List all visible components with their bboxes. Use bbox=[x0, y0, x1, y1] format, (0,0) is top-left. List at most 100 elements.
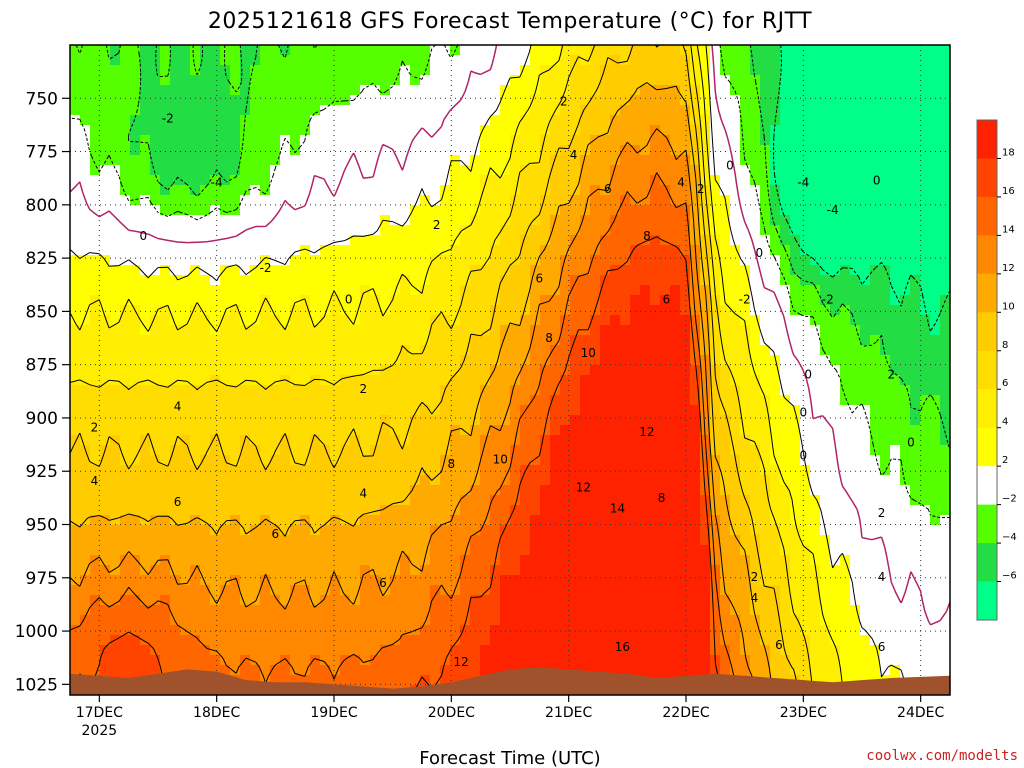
field-cell bbox=[370, 155, 381, 166]
field-cell bbox=[790, 505, 801, 516]
field-cell bbox=[510, 315, 521, 326]
field-cell bbox=[420, 465, 431, 476]
field-cell bbox=[510, 105, 521, 116]
field-cell bbox=[730, 585, 741, 596]
field-cell bbox=[390, 395, 401, 406]
field-cell bbox=[250, 455, 261, 466]
field-cell bbox=[780, 75, 791, 86]
field-cell bbox=[370, 615, 381, 626]
field-cell bbox=[430, 175, 441, 186]
field-cell bbox=[640, 545, 651, 556]
field-cell bbox=[270, 105, 281, 116]
field-cell bbox=[320, 615, 331, 626]
field-cell bbox=[340, 355, 351, 366]
field-cell bbox=[740, 555, 751, 566]
field-cell bbox=[110, 625, 121, 636]
field-cell bbox=[780, 115, 791, 126]
field-cell bbox=[810, 625, 821, 636]
field-cell bbox=[600, 85, 611, 96]
field-cell bbox=[70, 465, 81, 476]
field-cell bbox=[120, 45, 131, 56]
field-cell bbox=[280, 345, 291, 356]
field-cell bbox=[440, 155, 451, 166]
field-cell bbox=[530, 315, 541, 326]
field-cell bbox=[470, 665, 481, 676]
field-cell bbox=[790, 275, 801, 286]
field-cell bbox=[410, 435, 421, 446]
field-cell bbox=[210, 85, 221, 96]
field-cell bbox=[440, 55, 451, 66]
field-cell bbox=[520, 325, 531, 336]
field-cell bbox=[130, 55, 141, 66]
field-cell bbox=[370, 455, 381, 466]
field-cell bbox=[620, 465, 631, 476]
field-cell bbox=[730, 155, 741, 166]
field-cell bbox=[490, 395, 501, 406]
field-cell bbox=[750, 125, 761, 136]
field-cell bbox=[590, 375, 601, 386]
field-cell bbox=[510, 85, 521, 96]
field-cell bbox=[620, 485, 631, 496]
field-cell bbox=[120, 485, 131, 496]
field-cell bbox=[210, 635, 221, 646]
field-cell bbox=[70, 285, 81, 296]
field-cell bbox=[790, 155, 801, 166]
field-cell bbox=[680, 405, 691, 416]
field-cell bbox=[310, 585, 321, 596]
field-cell bbox=[480, 595, 491, 606]
field-cell bbox=[200, 225, 211, 236]
field-cell bbox=[360, 225, 371, 236]
field-cell bbox=[270, 125, 281, 136]
field-cell bbox=[630, 475, 641, 486]
field-cell bbox=[420, 165, 431, 176]
field-cell bbox=[370, 515, 381, 526]
field-cell bbox=[420, 655, 431, 666]
field-cell bbox=[730, 275, 741, 286]
field-cell bbox=[110, 105, 121, 116]
field-cell bbox=[420, 535, 431, 546]
field-cell bbox=[350, 85, 361, 96]
field-cell bbox=[440, 465, 451, 476]
field-cell bbox=[360, 345, 371, 356]
field-cell bbox=[210, 505, 221, 516]
field-cell bbox=[610, 415, 621, 426]
field-cell bbox=[100, 155, 111, 166]
field-cell bbox=[760, 115, 771, 126]
field-cell bbox=[100, 555, 111, 566]
field-cell bbox=[650, 425, 661, 436]
field-cell bbox=[520, 625, 531, 636]
field-cell bbox=[170, 625, 181, 636]
field-cell bbox=[590, 75, 601, 86]
field-cell bbox=[560, 425, 571, 436]
field-cell bbox=[140, 625, 151, 636]
field-cell bbox=[480, 445, 491, 456]
field-cell bbox=[530, 295, 541, 306]
field-cell bbox=[190, 85, 201, 96]
field-cell bbox=[300, 535, 311, 546]
field-cell bbox=[820, 145, 831, 156]
field-cell bbox=[430, 435, 441, 446]
field-cell bbox=[450, 405, 461, 416]
field-cell bbox=[90, 225, 101, 236]
field-cell bbox=[400, 75, 411, 86]
field-cell bbox=[520, 155, 531, 166]
field-cell bbox=[720, 625, 731, 636]
field-cell bbox=[650, 535, 661, 546]
field-cell bbox=[520, 475, 531, 486]
field-cell bbox=[370, 45, 381, 56]
field-cell bbox=[190, 265, 201, 276]
field-cell bbox=[420, 315, 431, 326]
field-cell bbox=[590, 425, 601, 436]
field-cell bbox=[450, 165, 461, 176]
field-cell bbox=[400, 225, 411, 236]
field-cell bbox=[200, 615, 211, 626]
field-cell bbox=[630, 555, 641, 566]
field-cell bbox=[830, 95, 841, 106]
field-cell bbox=[450, 205, 461, 216]
field-cell bbox=[600, 295, 611, 306]
field-cell bbox=[250, 65, 261, 76]
field-cell bbox=[540, 575, 551, 586]
field-cell bbox=[320, 675, 331, 686]
field-cell bbox=[400, 335, 411, 346]
field-cell bbox=[560, 565, 571, 576]
